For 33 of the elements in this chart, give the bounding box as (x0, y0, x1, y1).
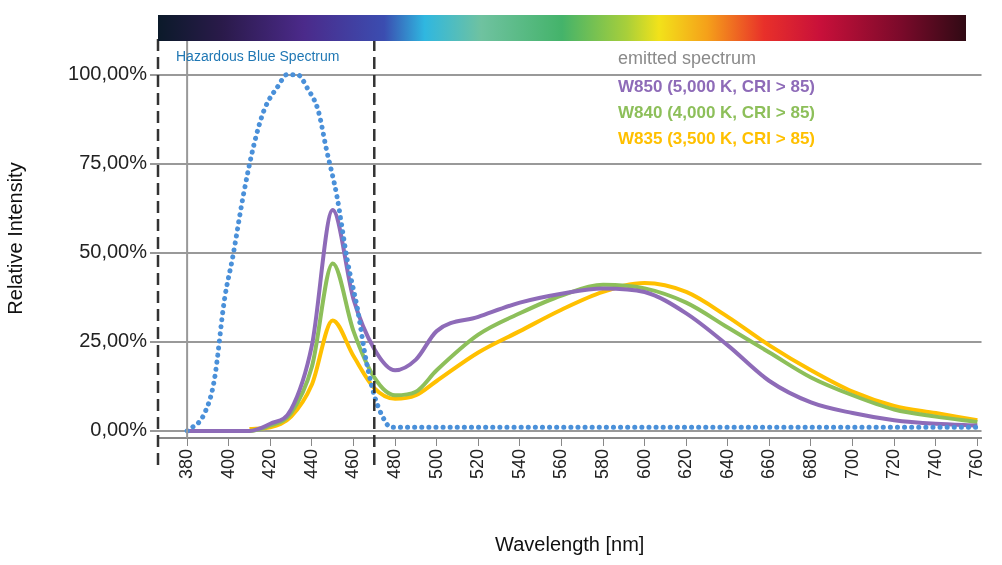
y-tick-label: 75,00% (79, 151, 148, 174)
y-axis-title: Relative Intensity (3, 162, 26, 315)
annotation: Hazardous Blue Spectrum (176, 47, 340, 64)
x-tick-label: 760 (966, 449, 987, 480)
x-tick-label: 440 (300, 449, 321, 480)
x-tick-label: 700 (841, 449, 862, 480)
x-axis-title: Wavelength [nm] (495, 532, 645, 555)
x-tick-label: 520 (467, 449, 488, 480)
line-series (247, 281, 980, 432)
x-tick-label: 740 (924, 449, 945, 480)
x-tick-label: 660 (758, 449, 779, 480)
y-tick-label: 0,00% (90, 418, 148, 441)
x-tick-label: 680 (799, 449, 820, 480)
y-tick-label: 100,00% (68, 62, 148, 85)
x-tick-label: 640 (716, 449, 737, 480)
x-tick-label: 560 (550, 449, 571, 480)
x-tick-label: 500 (425, 449, 446, 480)
text: W840 (4,000 K, CRI > 85) (618, 102, 816, 122)
text: W835 (3,500 K, CRI > 85) (618, 128, 816, 148)
x-tick-label: 620 (675, 449, 696, 480)
x-tick-label: 540 (508, 449, 529, 480)
y-tick-label: 25,00% (79, 329, 148, 352)
x-tick-label: 420 (259, 449, 280, 480)
y-tick-label: 50,00% (79, 240, 148, 263)
x-tick-label: 720 (883, 449, 904, 480)
x-tick-label: 580 (592, 449, 612, 480)
legend-title: emitted spectrum (618, 47, 757, 68)
x-tick-label: 380 (176, 449, 197, 480)
x-tick-label: 400 (217, 449, 238, 480)
x-tick-label: 460 (342, 449, 363, 480)
text: W850 (5,000 K, CRI > 85) (618, 76, 816, 96)
x-tick-label: 480 (384, 449, 405, 480)
x-tick-label: 600 (633, 449, 654, 480)
